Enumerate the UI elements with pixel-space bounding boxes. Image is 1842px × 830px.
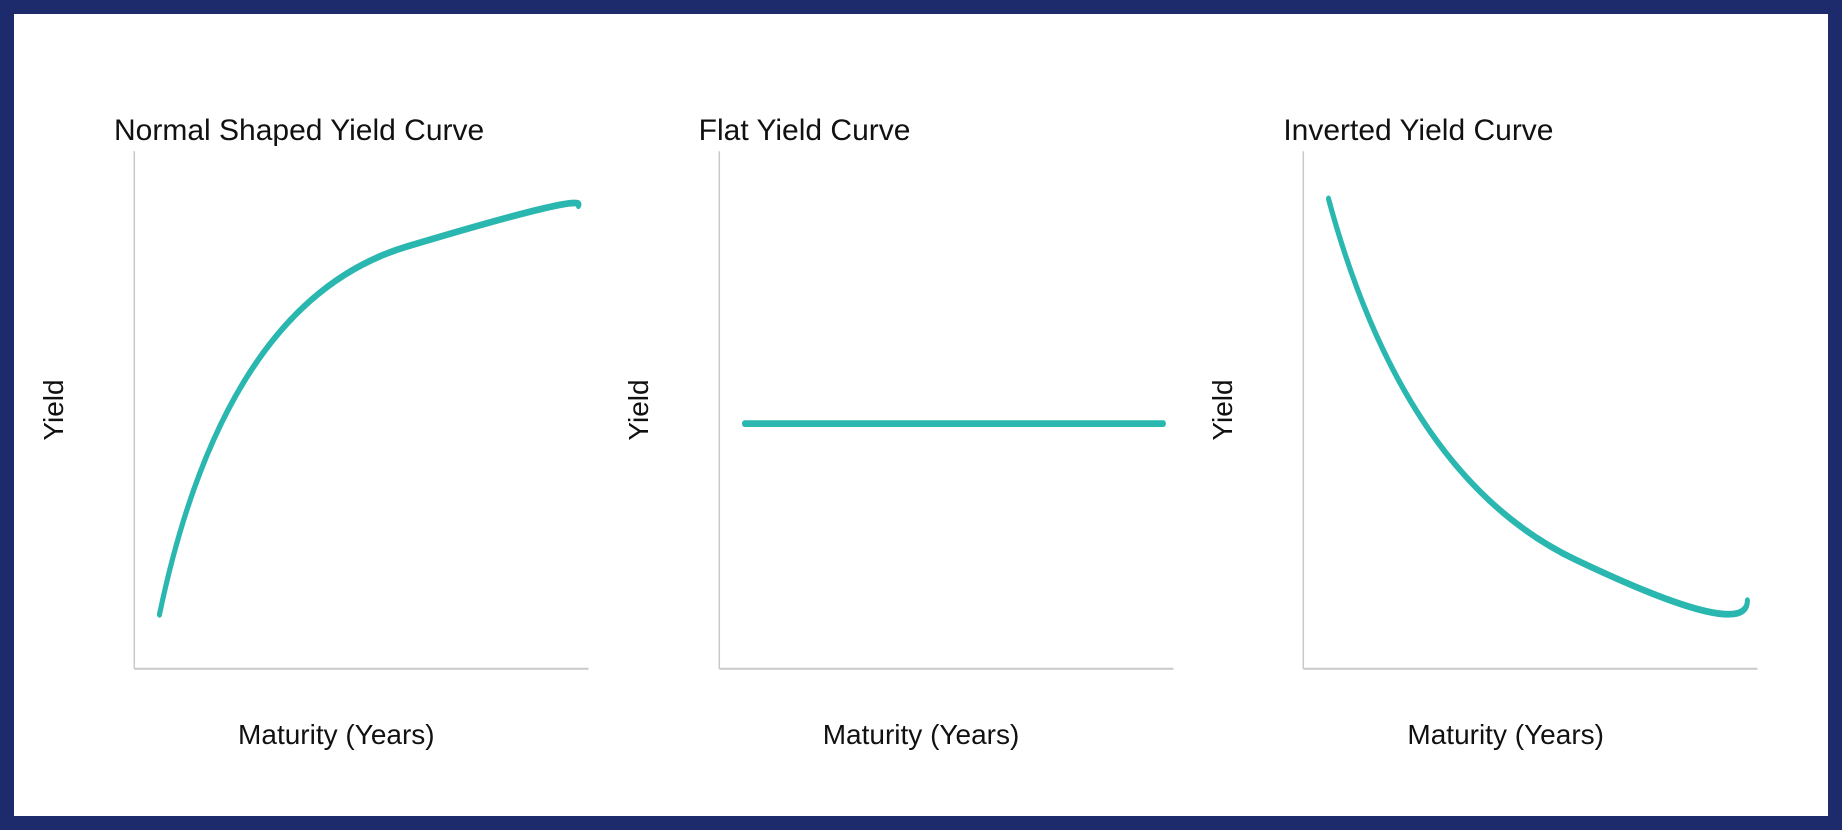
panel-normal: Normal Shaped Yield Curve Yield Maturity… [64,124,609,696]
panel-inverted: Inverted Yield Curve Yield Maturity (Yea… [1233,124,1778,696]
yield-curve-line [1329,199,1748,614]
panel-row: Normal Shaped Yield Curve Yield Maturity… [64,124,1778,696]
chart-svg [1273,124,1778,696]
chart-svg [104,124,609,696]
y-axis-label: Yield [1207,379,1239,440]
plot-area [1273,124,1778,696]
figure-frame: Normal Shaped Yield Curve Yield Maturity… [0,0,1842,830]
x-axis-label: Maturity (Years) [1233,719,1778,751]
chart-svg [689,124,1194,696]
plot-area [689,124,1194,696]
x-axis-label: Maturity (Years) [649,719,1194,751]
y-axis-label: Yield [623,379,655,440]
panel-flat: Flat Yield Curve Yield Maturity (Years) [649,124,1194,696]
yield-curve-line [160,203,579,614]
plot-area [104,124,609,696]
x-axis-label: Maturity (Years) [64,719,609,751]
y-axis-label: Yield [38,379,70,440]
